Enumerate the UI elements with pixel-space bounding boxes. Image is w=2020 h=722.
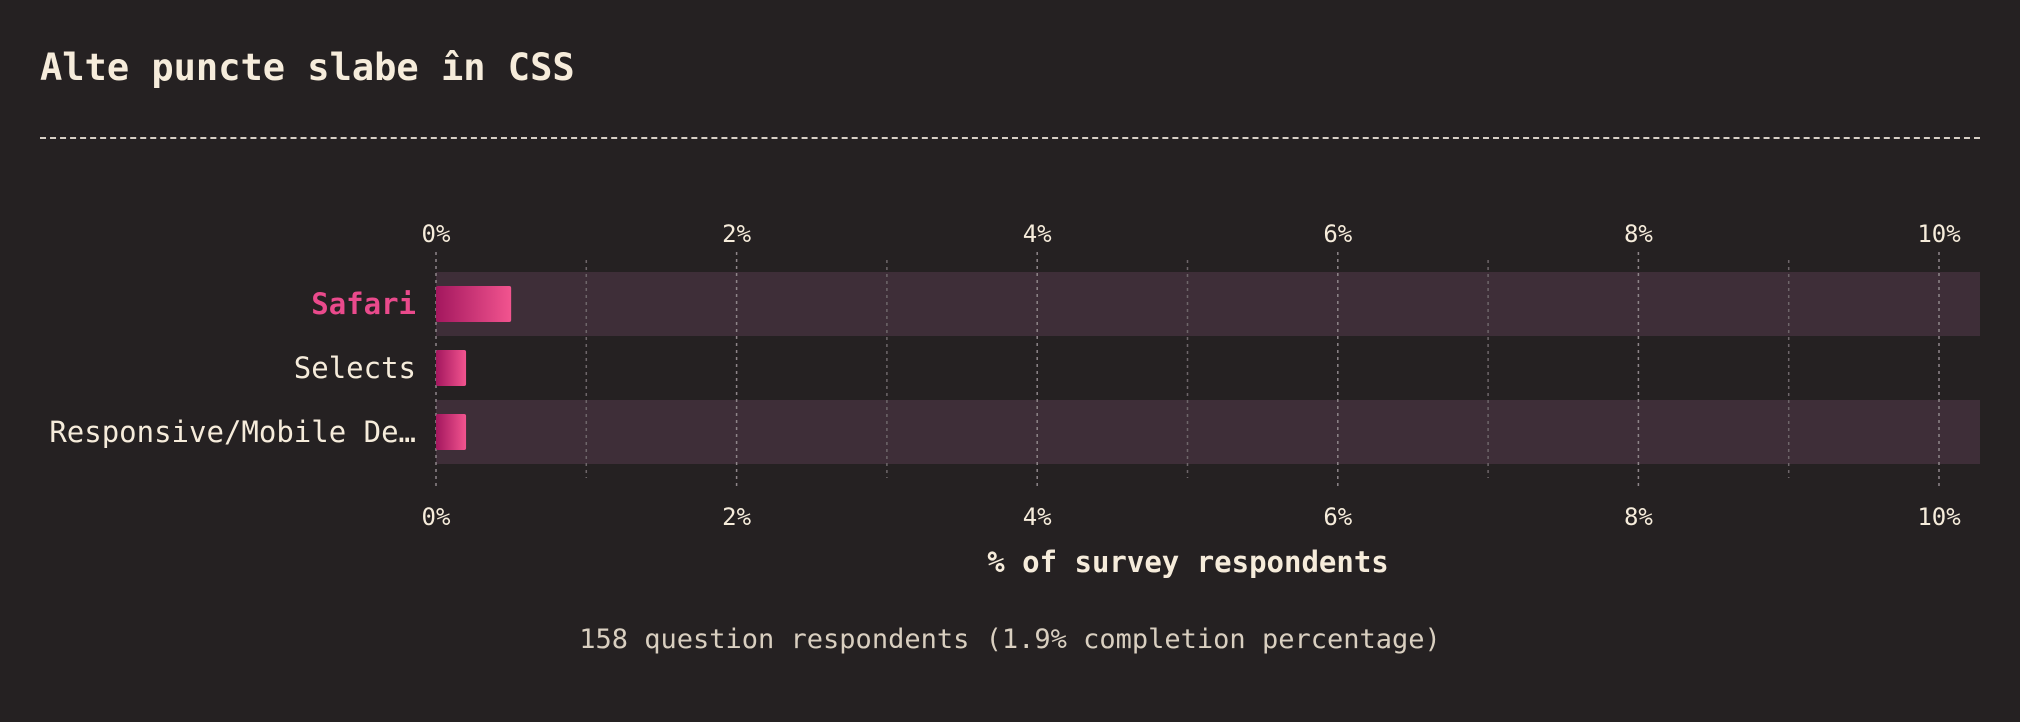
category-label: Responsive/Mobile De… [49,415,416,449]
respondents-footnote: 158 question respondents (1.9% completio… [579,624,1441,655]
row-band [436,400,1980,464]
x-tick-label-bottom: 0% [422,503,451,531]
category-label: Safari [311,287,416,321]
title-divider [40,137,1980,139]
x-tick-label-top: 4% [1023,220,1052,248]
x-tick-label-top: 8% [1624,220,1653,248]
x-axis-label: % of survey respondents [987,545,1389,579]
x-tick-label-bottom: 6% [1323,503,1352,531]
x-tick-label-top: 0% [422,220,451,248]
row-band [436,272,1980,336]
x-tick-label-top: 6% [1323,220,1352,248]
bar[interactable] [436,350,467,386]
category-label: Selects [294,351,416,385]
x-tick-label-bottom: 4% [1023,503,1052,531]
chart-title: Alte puncte slabe în CSS [40,46,575,89]
bar-chart: 0% 2% 4% 6% 8% 10% 0% 2% 4% 6% 8% 10% Safari Select… [49,220,1980,579]
bar[interactable] [436,286,512,322]
x-tick-label-bottom: 2% [722,503,751,531]
bar[interactable] [436,414,467,450]
x-tick-label-bottom: 10% [1917,503,1961,531]
x-tick-label-top: 10% [1917,220,1961,248]
x-tick-label-bottom: 8% [1624,503,1653,531]
x-tick-label-top: 2% [722,220,751,248]
